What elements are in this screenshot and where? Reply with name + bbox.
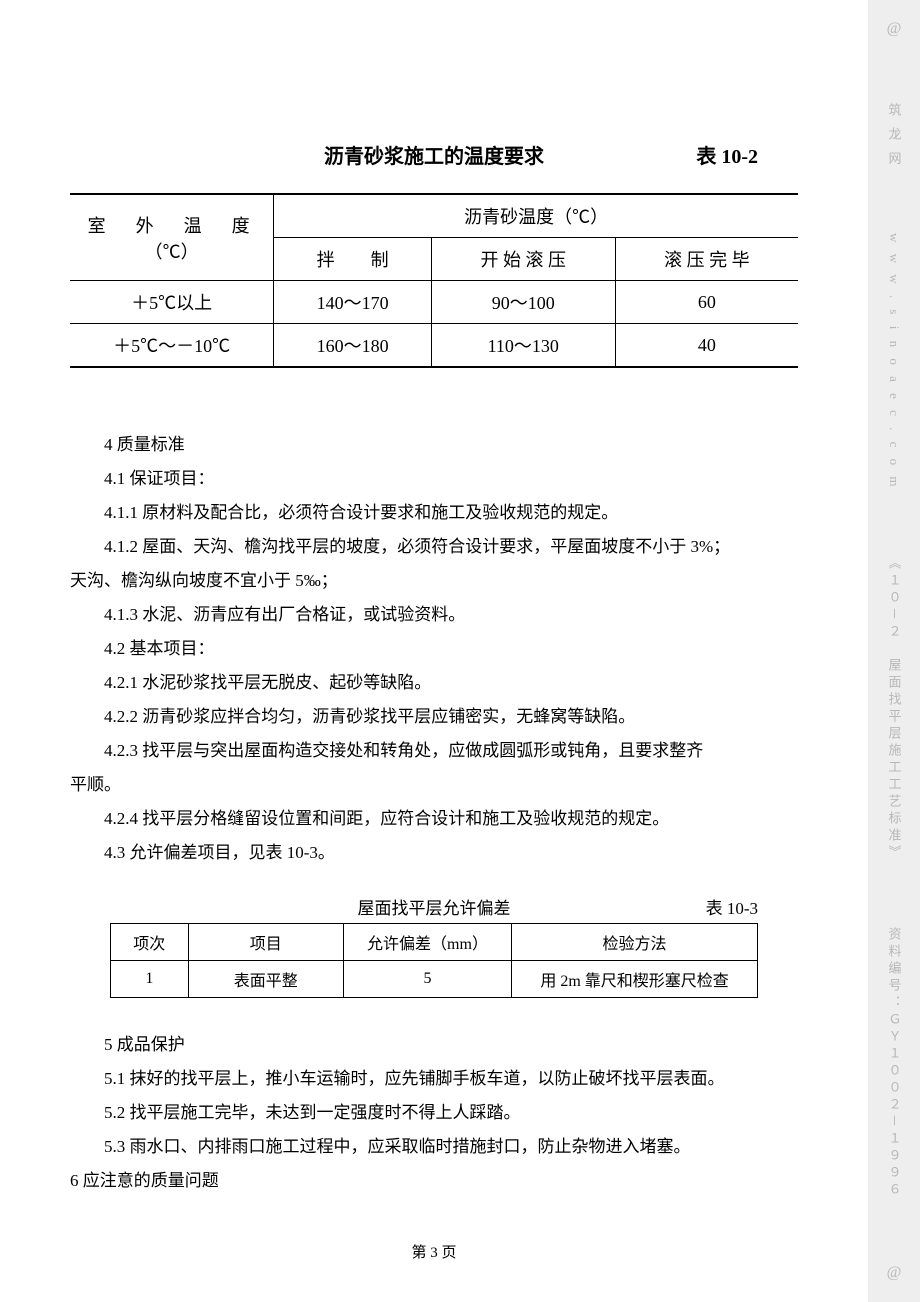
t1-r1c1: 160～180 bbox=[274, 324, 432, 368]
para: 5.2 找平层施工完毕，未达到一定强度时不得上人踩踏。 bbox=[70, 1096, 798, 1130]
para: 6 应注意的质量问题 bbox=[70, 1164, 798, 1198]
t1-r1c0: ＋5℃～－10℃ bbox=[70, 324, 274, 368]
table-row: ＋5℃以上 140～170 90～100 60 bbox=[70, 281, 798, 324]
para: 4.1.1 原材料及配合比，必须符合设计要求和施工及验收规范的规定。 bbox=[70, 496, 798, 530]
t1-sub2: 开 始 滚 压 bbox=[431, 238, 615, 281]
table1-title-row: 沥青砂浆施工的温度要求 表 10-2 bbox=[70, 140, 798, 169]
document-page: 沥青砂浆施工的温度要求 表 10-2 室 外 温 度 （℃） 沥青砂温度（℃） … bbox=[0, 0, 868, 1302]
t1-h-outer-l1: 室 外 温 度 bbox=[88, 216, 256, 236]
para: 4.3 允许偏差项目，见表 10-3。 bbox=[70, 836, 798, 870]
t1-r0c2: 90～100 bbox=[431, 281, 615, 324]
para: 4.2.1 水泥砂浆找平层无脱皮、起砂等缺陷。 bbox=[70, 666, 798, 700]
t2-r1c2: 表面平整 bbox=[188, 961, 343, 998]
table1-title: 沥青砂浆施工的温度要求 bbox=[324, 140, 544, 169]
watermark-at-bottom: @ bbox=[887, 1264, 902, 1282]
watermark-ref: 资料编号：ＧＹ１００２－１９９６ bbox=[885, 927, 904, 1199]
body-text-2: 5 成品保护 5.1 抹好的找平层上，推小车运输时，应先铺脚手板车道，以防止破坏… bbox=[70, 1028, 798, 1198]
watermark-brand: 筑 龙 网 bbox=[885, 103, 904, 169]
t1-header-group: 沥青砂温度（℃） bbox=[274, 194, 798, 238]
t1-r0c1: 140～170 bbox=[274, 281, 432, 324]
t1-r1c2: 110～130 bbox=[431, 324, 615, 368]
t2-h1: 项次 bbox=[111, 924, 189, 961]
table2-title-row: 屋面找平层允许偏差 表 10-3 bbox=[110, 894, 758, 919]
para: 4.1.3 水泥、沥青应有出厂合格证，或试验资料。 bbox=[70, 598, 798, 632]
table-tolerance: 项次 项目 允许偏差（mm） 检验方法 1 表面平整 5 用 2m 靠尺和楔形塞… bbox=[110, 923, 758, 998]
para: 4.2 基本项目： bbox=[70, 632, 798, 666]
para: 平顺。 bbox=[70, 768, 798, 802]
t1-r0c3: 60 bbox=[615, 281, 798, 324]
table-row: 1 表面平整 5 用 2m 靠尺和楔形塞尺检查 bbox=[111, 961, 758, 998]
t2-h4: 检验方法 bbox=[512, 924, 758, 961]
para: 4.2.3 找平层与突出屋面构造交接处和转角处，应做成圆弧形或钝角，且要求整齐 bbox=[70, 734, 798, 768]
t2-r1c4: 用 2m 靠尺和楔形塞尺检查 bbox=[512, 961, 758, 998]
table1-label: 表 10-2 bbox=[696, 140, 758, 169]
table2-title: 屋面找平层允许偏差 bbox=[358, 894, 511, 919]
table-temperature: 室 外 温 度 （℃） 沥青砂温度（℃） 拌 制 开 始 滚 压 滚 压 完 毕… bbox=[70, 193, 798, 368]
para: 5 成品保护 bbox=[70, 1028, 798, 1062]
watermark-at-top: @ bbox=[887, 20, 902, 38]
t1-header-outer: 室 外 温 度 （℃） bbox=[70, 194, 274, 281]
body-text: 4 质量标准 4.1 保证项目： 4.1.1 原材料及配合比，必须符合设计要求和… bbox=[70, 428, 798, 870]
t2-r1c3: 5 bbox=[343, 961, 511, 998]
watermark-sidebar: @ 筑 龙 网 w w w . s i n o a e c . c o m 《１… bbox=[868, 0, 920, 1302]
para: 5.3 雨水口、内排雨口施工过程中，应采取临时措施封口，防止杂物进入堵塞。 bbox=[70, 1130, 798, 1164]
page-number: 第 3 页 bbox=[0, 1241, 868, 1262]
t1-sub1: 拌 制 bbox=[274, 238, 432, 281]
para: 5.1 抹好的找平层上，推小车运输时，应先铺脚手板车道，以防止破坏找平层表面。 bbox=[70, 1062, 798, 1096]
para: 4.2.2 沥青砂浆应拌合均匀，沥青砂浆找平层应铺密实，无蜂窝等缺陷。 bbox=[70, 700, 798, 734]
t1-h-outer-l2: （℃） bbox=[145, 242, 199, 262]
t1-r1c3: 40 bbox=[615, 324, 798, 368]
para: 4.2.4 找平层分格缝留设位置和间距，应符合设计和施工及验收规范的规定。 bbox=[70, 802, 798, 836]
watermark-doc-title: 《１０－２ 屋面找平层施工工艺标准》 bbox=[885, 556, 904, 862]
t2-h3: 允许偏差（mm） bbox=[343, 924, 511, 961]
t1-sub3: 滚 压 完 毕 bbox=[615, 238, 798, 281]
t1-r0c0: ＋5℃以上 bbox=[70, 281, 274, 324]
para: 4.1 保证项目： bbox=[70, 462, 798, 496]
t2-r1c1: 1 bbox=[111, 961, 189, 998]
table-row: ＋5℃～－10℃ 160～180 110～130 40 bbox=[70, 324, 798, 368]
watermark-url: w w w . s i n o a e c . c o m bbox=[886, 233, 902, 491]
para: 天沟、檐沟纵向坡度不宜小于 5‰； bbox=[70, 564, 798, 598]
para: 4.1.2 屋面、天沟、檐沟找平层的坡度，必须符合设计要求，平屋面坡度不小于 3… bbox=[70, 530, 798, 564]
table2-label: 表 10-3 bbox=[706, 894, 758, 919]
t2-h2: 项目 bbox=[188, 924, 343, 961]
para: 4 质量标准 bbox=[70, 428, 798, 462]
